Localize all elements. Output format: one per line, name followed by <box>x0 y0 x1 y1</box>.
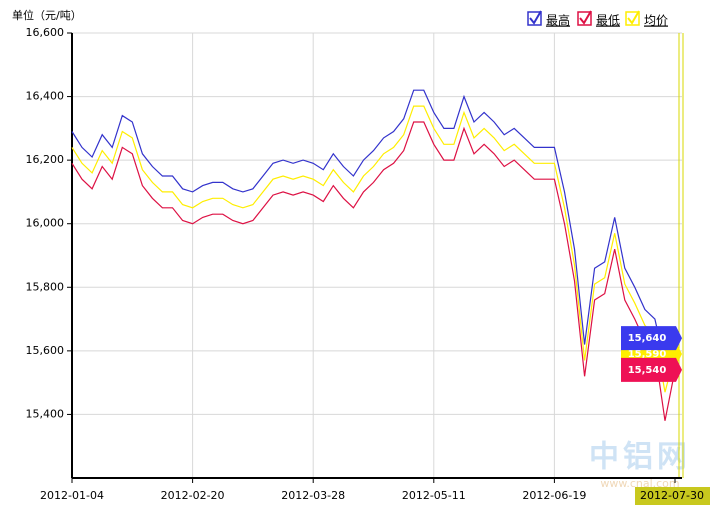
value-label: 15,640 <box>628 333 667 344</box>
watermark: 中铝网 <box>589 440 691 475</box>
legend-item[interactable]: 最高 <box>527 10 570 28</box>
y-tick-label: 16,000 <box>26 217 65 230</box>
y-tick-label: 16,400 <box>26 90 65 103</box>
y-tick-label: 15,400 <box>26 407 65 420</box>
x-tick-label: 2012-06-19 <box>522 489 586 502</box>
legend-check <box>627 10 640 25</box>
line <box>71 105 676 393</box>
line <box>71 121 676 421</box>
legend-item[interactable]: 最低 <box>577 10 620 28</box>
x-tick-label: 2012-05-11 <box>402 489 466 502</box>
legend-label: 均价 <box>644 14 668 28</box>
x-tick-label: 2012-02-20 <box>161 489 225 502</box>
legend-check <box>579 10 592 25</box>
y-tick-label: 16,200 <box>26 153 65 166</box>
legend-label: 最低 <box>596 14 620 28</box>
y-tick-label: 15,800 <box>26 280 65 293</box>
value-label-box <box>621 357 682 382</box>
watermark-url: www.cnal.com <box>600 477 679 490</box>
x-tick-label: 2012-01-04 <box>40 489 104 502</box>
value-label: 15,590 <box>628 349 667 360</box>
x-tick-label: 2012-07-30 <box>640 489 704 502</box>
line <box>71 89 676 366</box>
unit-label: 单位（元/吨） <box>12 8 82 22</box>
y-tick-label: 15,600 <box>26 344 65 357</box>
legend-item[interactable]: 均价 <box>625 10 668 28</box>
y-tick-label: 16,600 <box>26 26 65 39</box>
value-label-box <box>621 326 682 351</box>
legend-label: 最高 <box>546 13 570 28</box>
x-highlight <box>635 487 710 505</box>
legend-check <box>529 10 542 25</box>
value-label: 15,540 <box>628 365 667 376</box>
x-tick-label: 2012-03-28 <box>281 489 345 502</box>
